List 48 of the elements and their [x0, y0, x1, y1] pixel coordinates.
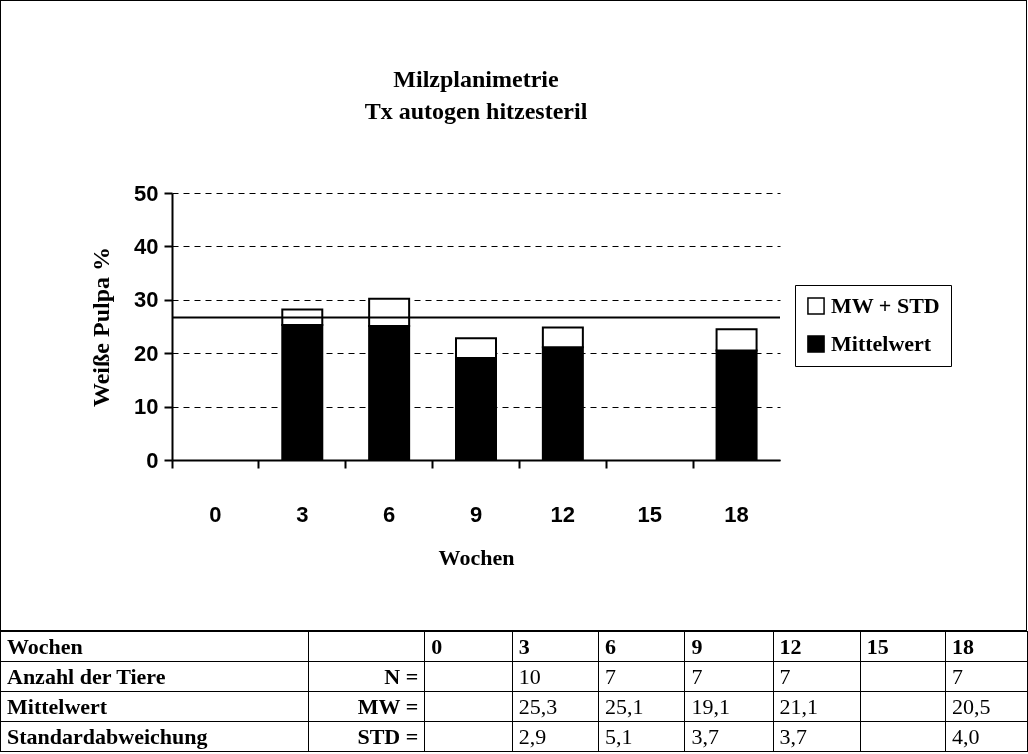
x-tick-label: 18 [724, 501, 749, 527]
text: 25,3 [512, 691, 599, 722]
text: 7 [773, 661, 861, 692]
y-tick-label: 0 [146, 447, 159, 473]
category-label: 6 [605, 633, 617, 659]
text: 10 [512, 661, 599, 692]
category-label: 18 [951, 633, 974, 659]
y-tick-label: 30 [134, 287, 159, 313]
text: 7 [945, 661, 1028, 692]
text: 7 [598, 661, 685, 692]
x-tick-label: 9 [469, 501, 483, 527]
text: 21,1 [773, 691, 861, 722]
text: 7 [684, 661, 774, 692]
x-tick-label: 12 [550, 501, 576, 527]
text: STD = [308, 721, 425, 752]
text: Standardabweichung [0, 721, 309, 752]
text: Mittelwert [7, 693, 108, 719]
legend-label: MW + STD [831, 293, 940, 318]
text: 19,1 [684, 691, 774, 722]
text: 20,5 [945, 691, 1028, 722]
chart-title: Milzplanimetrie [393, 66, 559, 92]
x-axis-title: Wochen [438, 544, 515, 570]
text: N = [308, 661, 425, 692]
text: 25,1 [598, 691, 685, 722]
text: Anzahl der Tiere [0, 661, 309, 692]
y-tick-label: 20 [134, 340, 159, 366]
text: 3,7 [684, 721, 774, 752]
text: 4,0 [945, 721, 1028, 752]
text: MW = [308, 691, 425, 722]
text: 5,1 [598, 721, 685, 752]
y-tick-label: 40 [134, 233, 159, 259]
x-tick-label: 3 [296, 501, 309, 527]
category-label: 9 [691, 633, 703, 659]
x-tick-label: 0 [209, 501, 222, 527]
text: 2,9 [512, 721, 599, 752]
category-label: 15 [866, 633, 889, 659]
text: 3,7 [773, 721, 861, 752]
y-tick-label: 50 [134, 180, 159, 206]
legend-label: Mittelwert [831, 331, 932, 356]
category-label: 0 [431, 633, 443, 659]
x-tick-label: 15 [637, 501, 662, 527]
category-label: 12 [779, 633, 802, 659]
text: Wochen [0, 631, 309, 662]
chart-subtitle: Tx autogen hitzesteril [364, 98, 588, 124]
y-axis-title: Weiße Pulpa % [88, 246, 115, 408]
y-tick-label: 10 [134, 394, 159, 420]
category-label: 3 [518, 633, 530, 659]
x-tick-label: 6 [383, 501, 396, 527]
